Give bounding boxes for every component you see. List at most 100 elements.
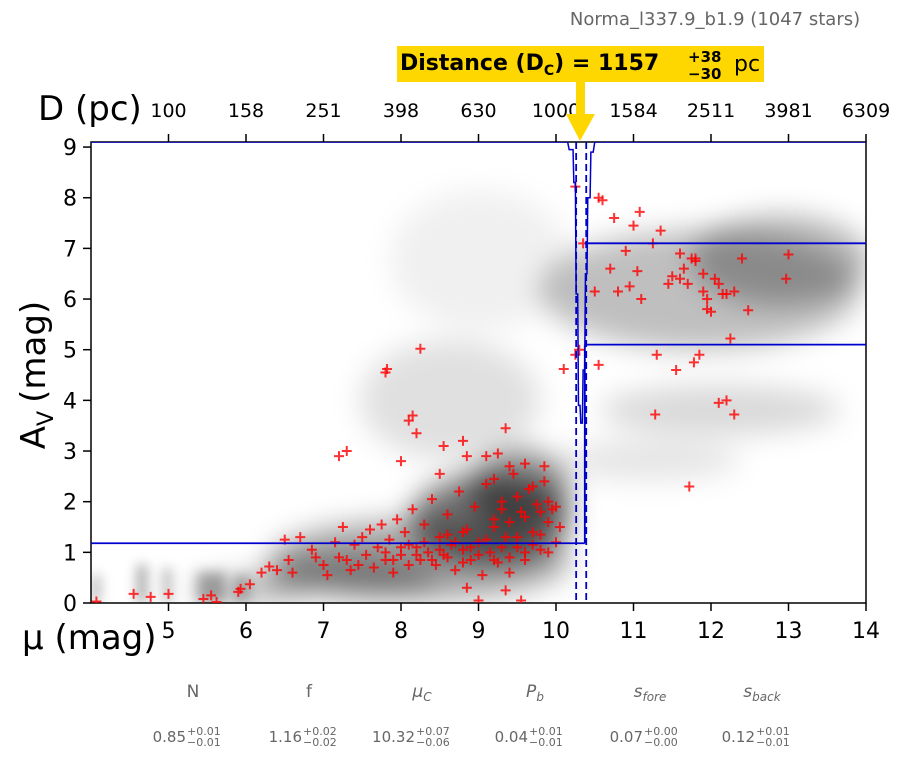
star-point [163,588,174,599]
star-point [465,554,476,565]
star-point [504,516,515,527]
star-point [469,501,480,512]
star-point [349,539,360,550]
y-tick-label: 6 [63,288,77,313]
star-point [709,273,720,284]
star-point [609,212,620,223]
star-point [337,522,348,533]
star-point [411,549,422,560]
distance-label: Distance (DC) = 1157 [400,51,659,79]
param-name: sback [743,682,781,704]
x-tick-label: 6 [239,619,253,644]
star-point [128,588,139,599]
star-point [737,253,747,264]
x-tick-label: 8 [394,619,408,644]
star-point [527,527,538,538]
star-point [198,593,209,603]
star-point [458,527,468,538]
star-point [442,509,453,520]
star-point [442,552,453,563]
param-symbol: f [306,682,313,702]
param-name: N [187,682,200,702]
star-point [330,537,341,548]
star-point [558,363,569,374]
top-tick-label: 2511 [687,100,735,122]
density-background [92,190,866,603]
param-err-minus: −0.02 [303,736,337,749]
y-tick-label: 4 [63,389,77,414]
star-point [306,544,317,555]
star-point [382,363,393,374]
x-tick-label: 12 [697,619,725,644]
star-point [520,458,530,469]
star-point [388,554,399,565]
star-point [535,506,546,517]
star-point [634,206,645,217]
param-symbol: N [187,682,200,702]
star-point [353,560,364,571]
param-symbol-sub: b [536,690,544,704]
x-tick-label: 14 [852,619,880,644]
star-point [684,481,695,492]
star-point [589,286,600,297]
top-tick-label: 158 [228,100,264,122]
star-point [91,596,102,603]
star-point [721,395,732,406]
distance-err-plus: +38 [688,48,721,66]
star-point [725,333,736,344]
x-tick-label: 7 [317,619,331,644]
star-point [450,565,461,576]
star-point [341,554,352,565]
star-point [396,456,406,467]
star-point [458,544,468,555]
distance-arrow-shaft [576,82,585,114]
star-point [264,561,275,572]
star-point [310,552,321,563]
star-point [427,494,437,505]
star-point [256,567,267,578]
star-point [713,278,724,289]
param-err-plus: +0.01 [187,725,221,738]
param-symbol-sub: fore [642,690,666,704]
star-point [500,423,511,434]
star-point [399,527,410,538]
star-point [322,570,333,581]
star-point [403,560,414,571]
x-axis-title-text: μ (mag) [22,618,157,658]
star-point [632,266,643,277]
star-point [504,461,515,472]
distance-arrow-head [566,114,595,141]
star-point [481,451,492,462]
star-point [283,554,294,565]
x-tick-label: 5 [162,619,176,644]
star-point [551,537,561,548]
x-tick-label: 10 [542,619,570,644]
star-point [650,409,661,420]
distance-err-minus: −30 [688,65,721,83]
y-axis-title-sub: V [34,411,59,426]
star-point [554,522,565,533]
param-err-plus: +0.00 [644,725,678,738]
star-point [473,549,484,560]
star-point [376,519,387,530]
top-tick-label: 251 [305,100,341,122]
star-point [783,249,794,260]
star-point [675,248,685,259]
star-point [403,415,414,426]
star-point [489,473,499,484]
star-point [489,522,499,533]
distance-box [397,46,764,82]
y-tick-label: 1 [63,541,77,566]
star-point [500,532,511,543]
star-point [663,278,674,289]
star-point [535,529,546,540]
star-point [489,554,499,565]
star-point [434,468,445,479]
param-value: 0.85 [153,728,186,746]
param-err-minus: −0.01 [187,736,221,749]
star-point [682,278,693,289]
star-point [419,537,430,548]
star-point [287,567,298,578]
